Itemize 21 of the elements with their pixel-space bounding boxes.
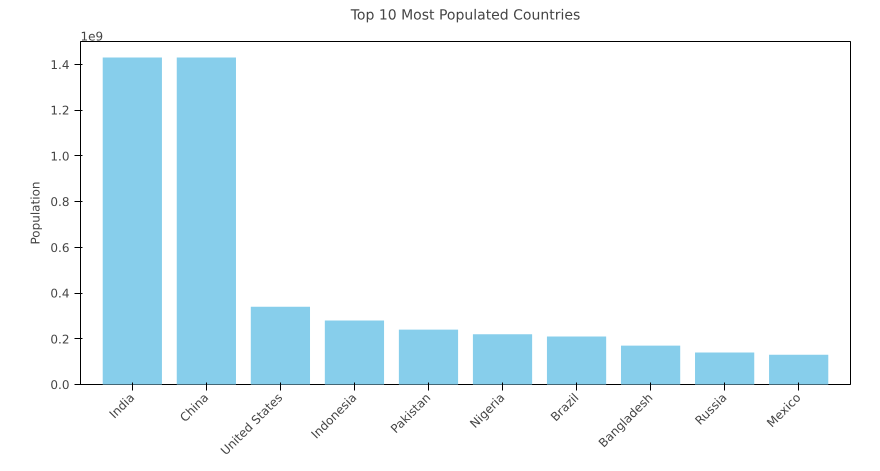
y-tick-label: 0.4: [50, 286, 70, 301]
y-tick-label: 0.0: [50, 378, 70, 392]
bar: [472, 334, 532, 384]
bar: [398, 330, 458, 384]
y-tick-label: 1.0: [50, 149, 70, 164]
bar: [102, 58, 162, 384]
bar: [324, 320, 384, 384]
chart-title: Top 10 Most Populated Countries: [350, 8, 580, 24]
bar: [620, 346, 680, 384]
y-tick-label: 0.8: [50, 195, 70, 210]
y-tick-label: 1.2: [50, 104, 70, 118]
annotation: 1e9: [80, 30, 104, 44]
bar: [769, 354, 828, 384]
y-tick-label: 1.4: [50, 58, 70, 72]
y-tick-label: 0.6: [50, 240, 70, 255]
bar: [176, 58, 236, 384]
bar: [546, 336, 606, 384]
y-axis-title: Population: [28, 181, 42, 245]
bar: [695, 352, 754, 384]
bar: [250, 306, 310, 384]
y-tick-label: 0.2: [50, 332, 70, 346]
